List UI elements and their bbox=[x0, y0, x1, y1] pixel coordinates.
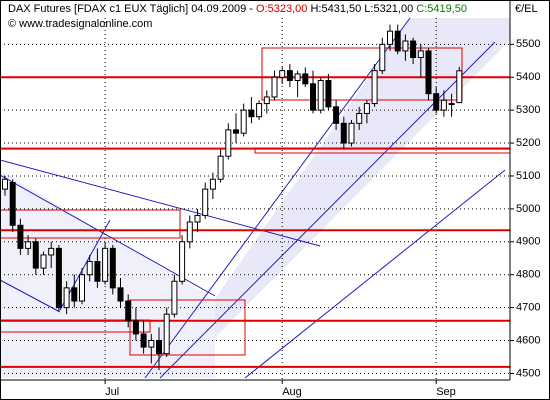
candle-body bbox=[271, 76, 278, 98]
candle-body bbox=[217, 155, 224, 180]
candle-body bbox=[363, 103, 370, 114]
candle-body bbox=[63, 287, 70, 309]
candle-body bbox=[233, 129, 239, 134]
candle-body bbox=[302, 73, 309, 85]
candle-body bbox=[156, 340, 162, 355]
subtitle: © www.tradesignalonline.com bbox=[8, 18, 152, 30]
candle-body bbox=[433, 93, 440, 111]
candle-body bbox=[163, 313, 170, 355]
candle-body bbox=[9, 182, 16, 226]
y-tick-label: 5500 bbox=[516, 38, 540, 50]
candle-body bbox=[17, 224, 24, 249]
trend-line bbox=[244, 169, 506, 379]
candle-body bbox=[310, 83, 316, 111]
candle-body bbox=[425, 50, 432, 95]
candle-body bbox=[117, 287, 124, 302]
candle-body bbox=[48, 247, 55, 256]
candle-body bbox=[394, 30, 401, 52]
candle-body bbox=[279, 70, 286, 78]
y-tick-label: 4500 bbox=[516, 367, 540, 379]
x-tick-label: Jul bbox=[105, 386, 119, 398]
candle-body bbox=[248, 109, 255, 118]
candle-body bbox=[132, 320, 139, 335]
candle-body bbox=[410, 40, 417, 58]
candle-body bbox=[379, 43, 386, 72]
range-box bbox=[0, 209, 181, 239]
candle-body bbox=[202, 188, 209, 216]
candle-body bbox=[32, 241, 39, 269]
candle-body bbox=[240, 109, 247, 134]
title-part: H:5431,50 L:5321,00 bbox=[307, 3, 416, 15]
candle-body bbox=[256, 103, 263, 118]
candle-body bbox=[86, 261, 93, 276]
candle-body bbox=[448, 103, 455, 106]
candle-body bbox=[263, 96, 270, 105]
channel-shade bbox=[160, 18, 510, 378]
y-tick-label: 5000 bbox=[516, 203, 540, 215]
candle-body bbox=[402, 40, 409, 52]
chart-title: DAX Futures [FDAX c1 EUX Täglich] 04.09.… bbox=[8, 3, 467, 15]
title-part: DAX Futures [FDAX c1 EUX Täglich] 04.09.… bbox=[8, 3, 256, 15]
candle-body bbox=[348, 122, 355, 144]
candle-body bbox=[79, 274, 85, 302]
candle-body bbox=[294, 73, 301, 82]
y-tick-label: 4900 bbox=[516, 236, 540, 248]
candle-body bbox=[109, 247, 116, 289]
candle-body bbox=[317, 80, 324, 111]
candle-body bbox=[125, 300, 132, 322]
candle-body bbox=[440, 99, 447, 111]
y-tick-label: 5200 bbox=[516, 137, 540, 149]
plot-area bbox=[0, 18, 514, 380]
title-part: O:5323,00 bbox=[256, 3, 307, 15]
trend-line bbox=[0, 159, 321, 247]
candle-body bbox=[286, 70, 293, 82]
x-tick-label: Sep bbox=[436, 386, 456, 398]
candle-body bbox=[225, 129, 232, 157]
candle-body bbox=[179, 241, 186, 282]
candle-body bbox=[102, 247, 109, 282]
candle-body bbox=[333, 106, 340, 124]
y-tick-label: 4700 bbox=[516, 302, 540, 314]
y-axis-label: €/EL bbox=[515, 3, 538, 15]
candle-body bbox=[194, 214, 201, 223]
candle-body bbox=[209, 178, 216, 190]
y-tick-label: 5300 bbox=[516, 104, 540, 116]
candle-body bbox=[40, 254, 47, 269]
candle-body bbox=[417, 50, 424, 58]
y-tick-label: 4800 bbox=[516, 269, 540, 281]
candle-body bbox=[2, 178, 8, 190]
candle-body bbox=[387, 30, 393, 45]
y-tick-label: 5100 bbox=[516, 170, 540, 182]
candle-body bbox=[148, 340, 155, 348]
candle-body bbox=[456, 70, 463, 104]
trend-line bbox=[0, 279, 61, 313]
candle-body bbox=[356, 112, 363, 124]
title-part: C:5419,50 bbox=[416, 3, 467, 15]
candle-body bbox=[371, 70, 378, 105]
candle-body bbox=[71, 287, 78, 302]
candle-body bbox=[186, 221, 193, 243]
y-tick-label: 5400 bbox=[516, 71, 540, 83]
candle-body bbox=[55, 247, 62, 309]
x-tick-label: Aug bbox=[282, 386, 302, 398]
y-tick-label: 4600 bbox=[516, 334, 540, 346]
candle-body bbox=[325, 80, 332, 108]
candle-body bbox=[340, 122, 347, 144]
range-box bbox=[129, 299, 246, 356]
candle-body bbox=[25, 241, 32, 249]
candle-body bbox=[140, 333, 147, 348]
candle-body bbox=[94, 261, 101, 282]
candle-body bbox=[171, 280, 178, 315]
